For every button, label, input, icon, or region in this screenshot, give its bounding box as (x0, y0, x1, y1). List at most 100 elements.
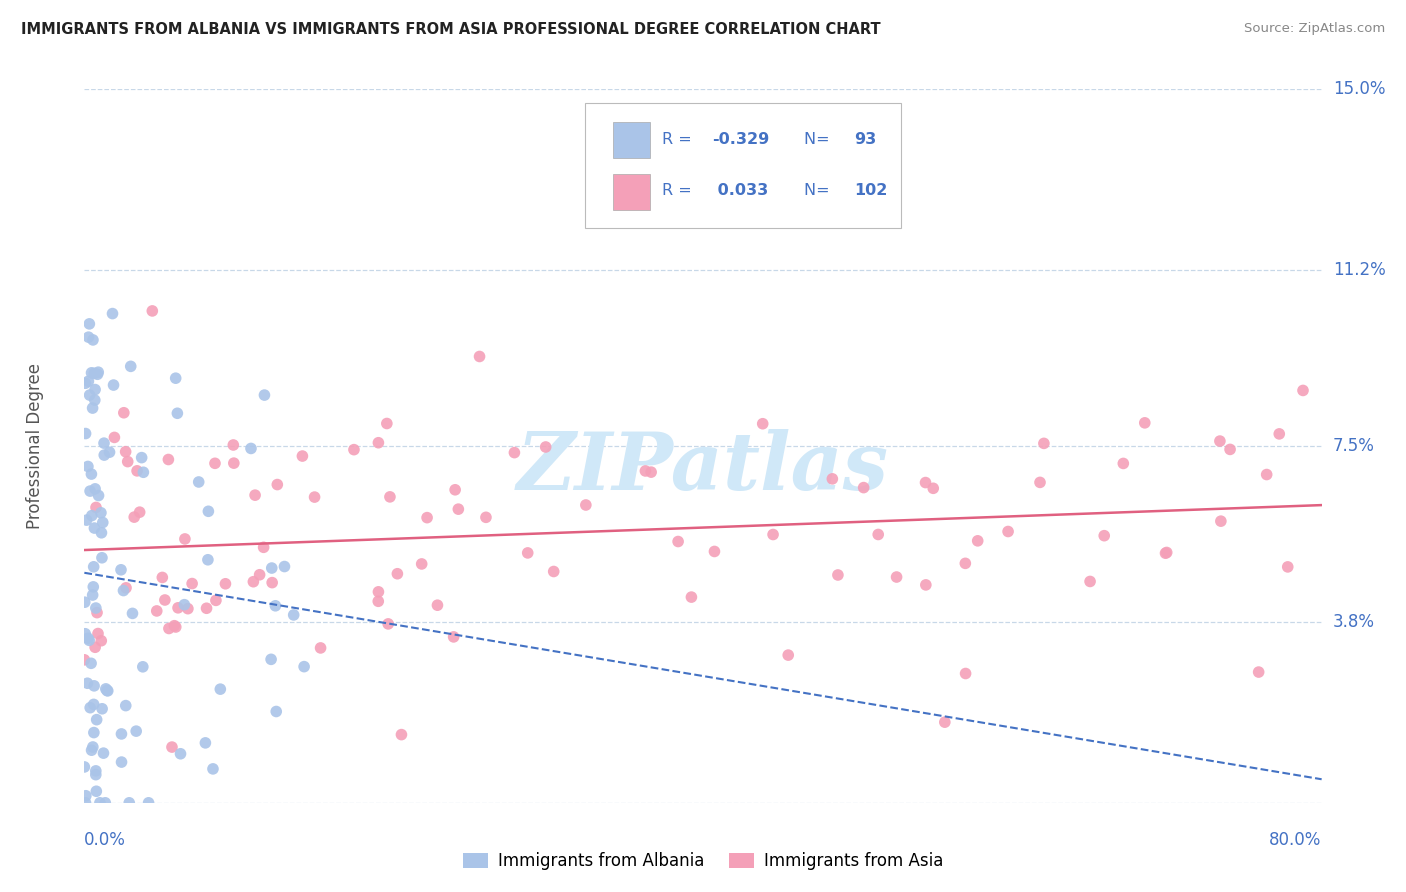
Point (243, 488, 266, 502)
Point (367, 594, 389, 608)
Text: IMMIGRANTS FROM ALBANIA VS IMMIGRANTS FROM ASIA PROFESSIONAL DEGREE CORRELATION : IMMIGRANTS FROM ALBANIA VS IMMIGRANTS FR… (21, 22, 880, 37)
Point (378, 490, 401, 504)
Point (115, 581, 138, 595)
Point (83, 698, 105, 712)
Point (83, 521, 105, 535)
Point (125, 724, 148, 739)
Point (86, 784, 108, 798)
Point (110, 727, 132, 741)
Point (77, 632, 100, 646)
Point (1092, 529, 1115, 543)
Point (195, 601, 218, 615)
Point (87, 489, 110, 503)
Point (84, 764, 107, 778)
Point (187, 475, 209, 489)
Point (83, 559, 105, 574)
Point (242, 574, 264, 589)
Point (264, 705, 287, 719)
Point (157, 452, 180, 467)
Point (80, 508, 103, 523)
Point (283, 607, 305, 622)
Text: 3.8%: 3.8% (1333, 613, 1375, 631)
Point (1219, 442, 1241, 457)
Point (91, 702, 114, 716)
Point (80, 467, 103, 481)
Point (169, 747, 191, 761)
Point (666, 534, 689, 549)
Point (852, 481, 875, 495)
Point (387, 566, 409, 581)
Point (260, 652, 283, 666)
Text: 80.0%: 80.0% (1270, 831, 1322, 849)
Point (260, 561, 283, 575)
Point (778, 648, 800, 662)
Point (681, 590, 703, 604)
Point (93, 436, 115, 450)
Point (79, 388, 101, 402)
Point (1112, 457, 1135, 471)
Point (634, 464, 657, 478)
Point (82, 580, 104, 594)
Point (80, 366, 103, 380)
Point (426, 598, 449, 612)
Point (503, 445, 526, 459)
Point (1156, 545, 1178, 559)
Point (391, 728, 413, 742)
Point (821, 472, 844, 486)
Point (309, 640, 332, 655)
Point (75, 376, 97, 391)
Text: 11.2%: 11.2% (1333, 261, 1385, 279)
Point (447, 502, 470, 516)
Point (112, 583, 135, 598)
Point (304, 490, 326, 504)
Point (75, 789, 97, 803)
Point (83, 393, 105, 408)
Point (575, 498, 598, 512)
Point (197, 504, 219, 518)
Point (84, 767, 107, 781)
Legend: Immigrants from Albania, Immigrants from Asia: Immigrants from Albania, Immigrants from… (456, 846, 950, 877)
Point (1154, 546, 1177, 560)
Point (82, 333, 104, 347)
Point (117, 454, 139, 468)
Point (444, 483, 467, 497)
Point (91, 516, 114, 530)
Point (411, 557, 433, 571)
Text: 0.033: 0.033 (711, 183, 768, 198)
Point (266, 477, 288, 491)
Point (367, 584, 389, 599)
Point (91, 550, 114, 565)
Point (291, 449, 314, 463)
Text: 102: 102 (853, 183, 887, 198)
Point (205, 593, 228, 607)
Point (93, 746, 115, 760)
Point (165, 620, 187, 634)
Point (132, 465, 155, 479)
Point (82, 739, 104, 754)
Point (103, 378, 125, 392)
Point (80, 743, 103, 757)
Point (125, 464, 148, 478)
Point (79, 317, 101, 331)
Point (79, 700, 101, 714)
Text: R =: R = (662, 132, 697, 147)
Point (177, 601, 200, 615)
Point (90, 506, 112, 520)
Point (86, 606, 108, 620)
Point (1277, 560, 1299, 574)
FancyBboxPatch shape (613, 174, 650, 211)
Text: Professional Degree: Professional Degree (25, 363, 44, 529)
Point (914, 475, 936, 490)
Text: Source: ZipAtlas.com: Source: ZipAtlas.com (1244, 22, 1385, 36)
Text: 15.0%: 15.0% (1333, 80, 1385, 98)
Point (121, 607, 143, 621)
Point (80, 657, 103, 671)
Point (240, 442, 263, 456)
Point (827, 568, 849, 582)
Point (101, 307, 124, 321)
Point (110, 755, 132, 769)
Point (214, 576, 236, 591)
Point (138, 796, 160, 810)
Point (157, 622, 180, 636)
Point (174, 532, 197, 546)
